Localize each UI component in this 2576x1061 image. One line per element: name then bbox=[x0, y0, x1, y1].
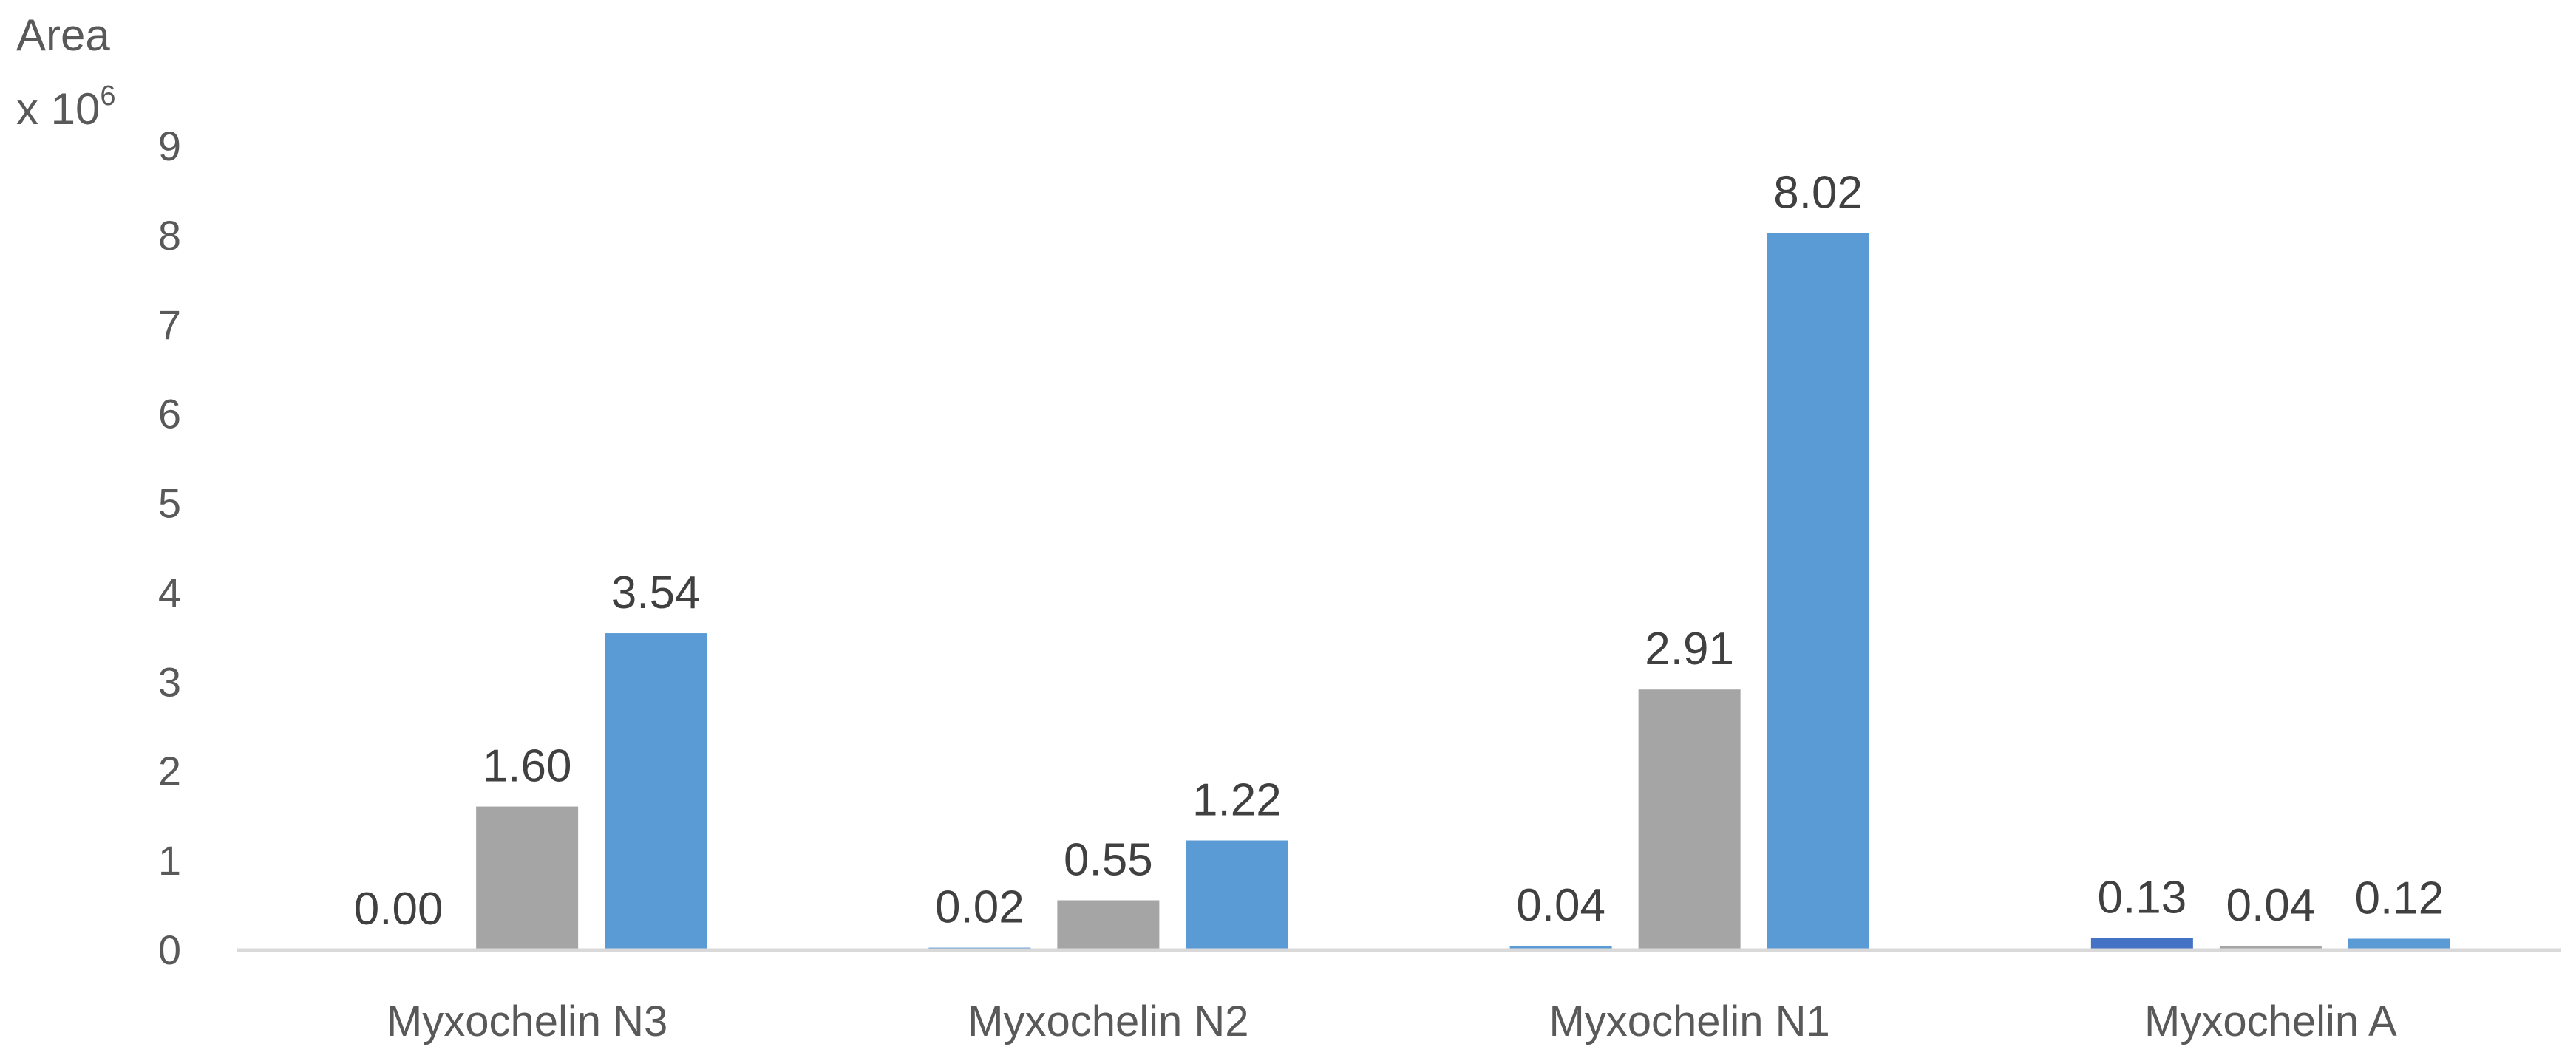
y-tick-label: 1 bbox=[158, 837, 181, 884]
y-axis-title: Area x 106 bbox=[16, 10, 116, 134]
bar bbox=[1186, 840, 1288, 949]
bar bbox=[2219, 946, 2322, 949]
data-label: 3.54 bbox=[611, 567, 701, 618]
bar bbox=[476, 806, 579, 949]
bar bbox=[1638, 689, 1741, 949]
y-tick-label: 3 bbox=[158, 658, 181, 705]
data-label: 0.04 bbox=[2226, 880, 2316, 931]
bar bbox=[1509, 946, 1612, 949]
y-axis-title-area: Area bbox=[16, 10, 110, 60]
data-labels: 0.00 1.60 3.54 0.02 0.55 1.22 0.04 2.91 8.02 0.13… bbox=[354, 167, 2444, 935]
data-label: 1.22 bbox=[1192, 775, 1282, 826]
y-tick-label: 4 bbox=[158, 569, 181, 615]
data-label: 8.02 bbox=[1773, 167, 1863, 218]
bars bbox=[476, 233, 2450, 950]
y-tick-label: 5 bbox=[158, 480, 181, 527]
data-label: 0.04 bbox=[1516, 880, 1605, 931]
bar bbox=[605, 633, 707, 949]
bar bbox=[2090, 938, 2193, 949]
category-label: Myxochelin N2 bbox=[968, 997, 1248, 1045]
y-axis-ticks: 0 1 2 3 4 5 6 7 8 9 bbox=[158, 123, 181, 973]
y-axis-scale-base: x 10 bbox=[16, 84, 100, 134]
category-label: Myxochelin N3 bbox=[387, 997, 667, 1045]
y-tick-label: 7 bbox=[158, 301, 181, 348]
data-label: 0.02 bbox=[935, 882, 1024, 933]
y-axis-title-scale: x 106 bbox=[16, 81, 116, 134]
data-label: 2.91 bbox=[1645, 624, 1734, 675]
bar bbox=[1767, 233, 1869, 950]
y-tick-label: 2 bbox=[158, 748, 181, 794]
y-tick-label: 9 bbox=[158, 123, 181, 169]
category-label: Myxochelin N1 bbox=[1549, 997, 1829, 1045]
data-label: 1.60 bbox=[483, 741, 572, 792]
data-label: 0.00 bbox=[354, 884, 444, 935]
y-tick-label: 0 bbox=[158, 927, 181, 973]
category-label: Myxochelin A bbox=[2144, 997, 2397, 1045]
y-tick-label: 6 bbox=[158, 391, 181, 437]
data-label: 0.55 bbox=[1064, 835, 1153, 886]
category-labels: Myxochelin N3 Myxochelin N2 Myxochelin N1 M… bbox=[387, 997, 2397, 1045]
y-tick-label: 8 bbox=[158, 212, 181, 259]
bar bbox=[1057, 900, 1160, 949]
y-axis-scale-exponent: 6 bbox=[100, 81, 115, 112]
data-label: 0.12 bbox=[2355, 873, 2444, 924]
bar bbox=[2348, 938, 2450, 949]
data-label: 0.13 bbox=[2098, 872, 2187, 923]
